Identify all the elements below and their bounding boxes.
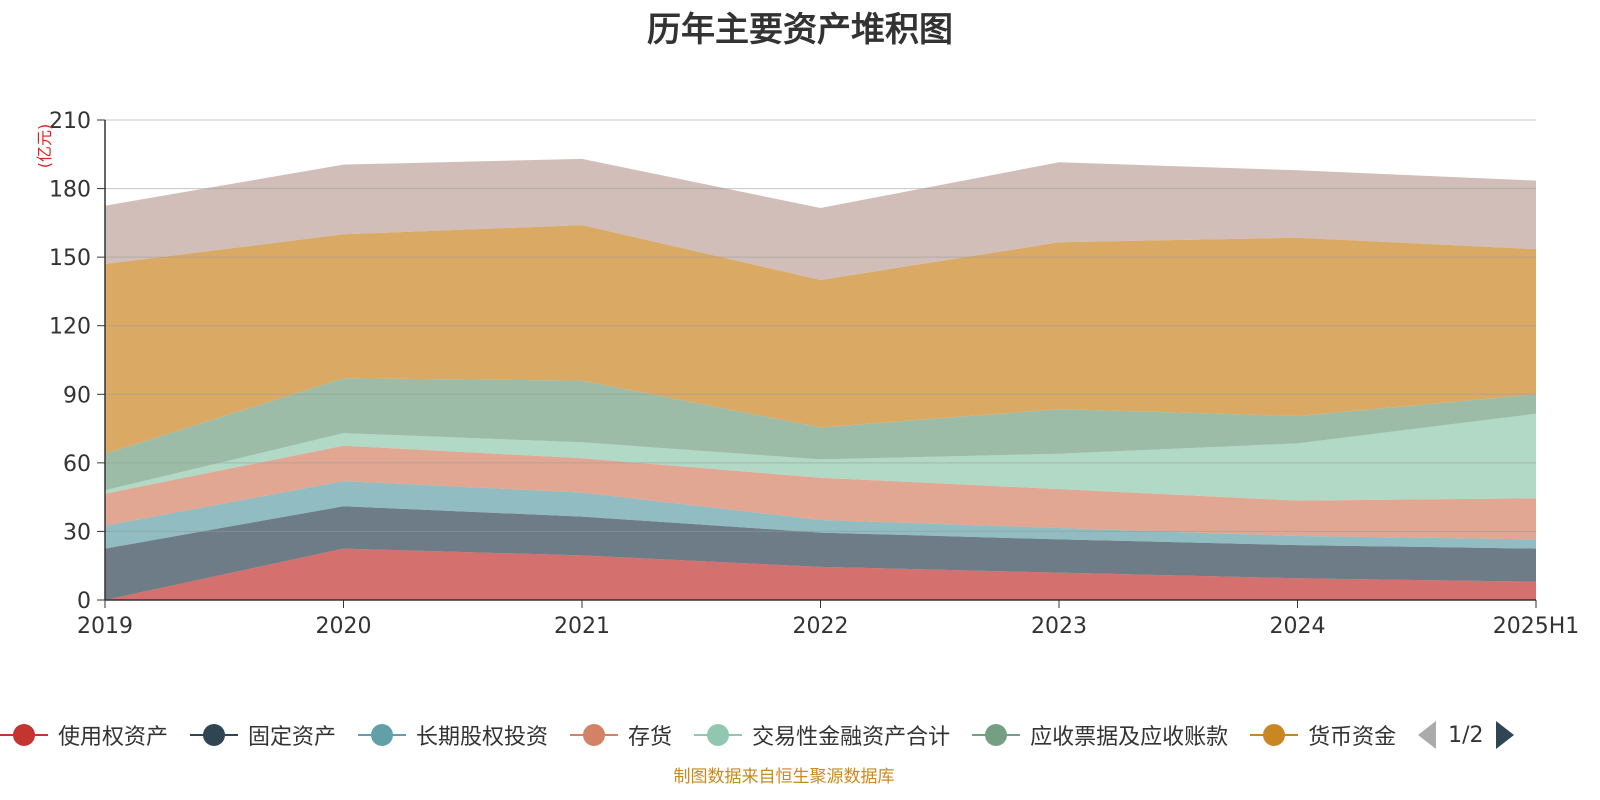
- legend-label: 交易性金融资产合计: [752, 725, 951, 750]
- y-tick-label: 120: [49, 315, 91, 340]
- area-series-4[interactable]: [105, 413, 1536, 501]
- x-tick-label: 2024: [1270, 614, 1326, 639]
- x-tick-label: 2023: [1031, 614, 1087, 639]
- legend-label: 长期股权投资: [416, 725, 549, 750]
- legend-marker-icon: [694, 723, 743, 747]
- stacked-areas: [105, 158, 1536, 600]
- legend-prev-page-icon[interactable]: [1418, 721, 1437, 749]
- y-tick-label: 30: [63, 520, 91, 545]
- axes: [97, 119, 1537, 608]
- legend-label: 货币资金: [1308, 725, 1397, 750]
- x-tick-label: 2022: [793, 614, 849, 639]
- x-tick-label: 2025H1: [1493, 614, 1580, 639]
- legend-label: 应收票据及应收账款: [1030, 725, 1229, 750]
- legend-label: 存货: [628, 725, 673, 750]
- chart-plot: 0 30 60 90 120 150 180 210 2019 2020 2021 2022 2023 2…: [35, 109, 1579, 639]
- legend-marker-icon: [358, 723, 407, 747]
- x-tick-label: 2021: [554, 614, 610, 639]
- area-series-7[interactable]: [105, 158, 1536, 280]
- legend-next-page-icon[interactable]: [1495, 721, 1514, 749]
- legend-item[interactable]: 交易性金融资产合计: [694, 719, 950, 751]
- legend-marker-icon: [1250, 723, 1299, 747]
- x-tick-label: 2020: [316, 614, 372, 639]
- grid-lines: [105, 119, 1536, 532]
- area-series-6[interactable]: [105, 225, 1536, 454]
- legend-item[interactable]: 应收票据及应收账款: [972, 719, 1228, 751]
- legend-marker-icon: [0, 723, 48, 747]
- area-series-5[interactable]: [105, 378, 1536, 491]
- chart-title: 历年主要资产堆积图: [647, 10, 953, 50]
- legend-marker-icon: [570, 723, 619, 747]
- legend: 使用权资产 固定资产 长期股权投资 存货 交易性金融资产合计 应收票据及应收账款 货币资金 …: [0, 718, 1514, 752]
- tick-labels: 0 30 60 90 120 150 180 210 2019 2020 2021 2022 2023 2…: [49, 109, 1579, 639]
- area-series-2[interactable]: [105, 481, 1536, 549]
- y-tick-label: 180: [49, 178, 91, 203]
- legend-page-indicator: 1/2: [1448, 722, 1484, 748]
- legend-marker-icon: [190, 723, 239, 747]
- y-axis-unit-label: (亿元): [35, 124, 54, 169]
- y-tick-label: 60: [63, 452, 91, 477]
- area-series-1[interactable]: [105, 506, 1536, 600]
- legend-item[interactable]: 长期股权投资: [358, 719, 548, 751]
- x-tick-label: 2019: [77, 614, 133, 639]
- source-note: 制图数据来自恒生聚源数据库: [673, 767, 895, 787]
- y-tick-label: 210: [49, 109, 91, 134]
- legend-items: 使用权资产 固定资产 长期股权投资 存货 交易性金融资产合计 应收票据及应收账款 货币资金: [0, 719, 1418, 751]
- y-tick-label: 0: [77, 589, 91, 614]
- legend-item[interactable]: 存货: [570, 719, 672, 751]
- legend-label: 固定资产: [248, 725, 337, 750]
- y-tick-label: 90: [63, 383, 91, 408]
- legend-marker-icon: [972, 723, 1021, 747]
- legend-pager: 1/2: [1418, 721, 1514, 749]
- legend-item[interactable]: 固定资产: [190, 719, 336, 751]
- y-tick-label: 150: [49, 246, 91, 271]
- legend-label: 使用权资产: [58, 725, 169, 750]
- legend-item[interactable]: 货币资金: [1250, 719, 1396, 751]
- area-series-0[interactable]: [105, 548, 1536, 600]
- legend-item[interactable]: 使用权资产: [0, 719, 168, 751]
- area-series-3[interactable]: [105, 445, 1536, 540]
